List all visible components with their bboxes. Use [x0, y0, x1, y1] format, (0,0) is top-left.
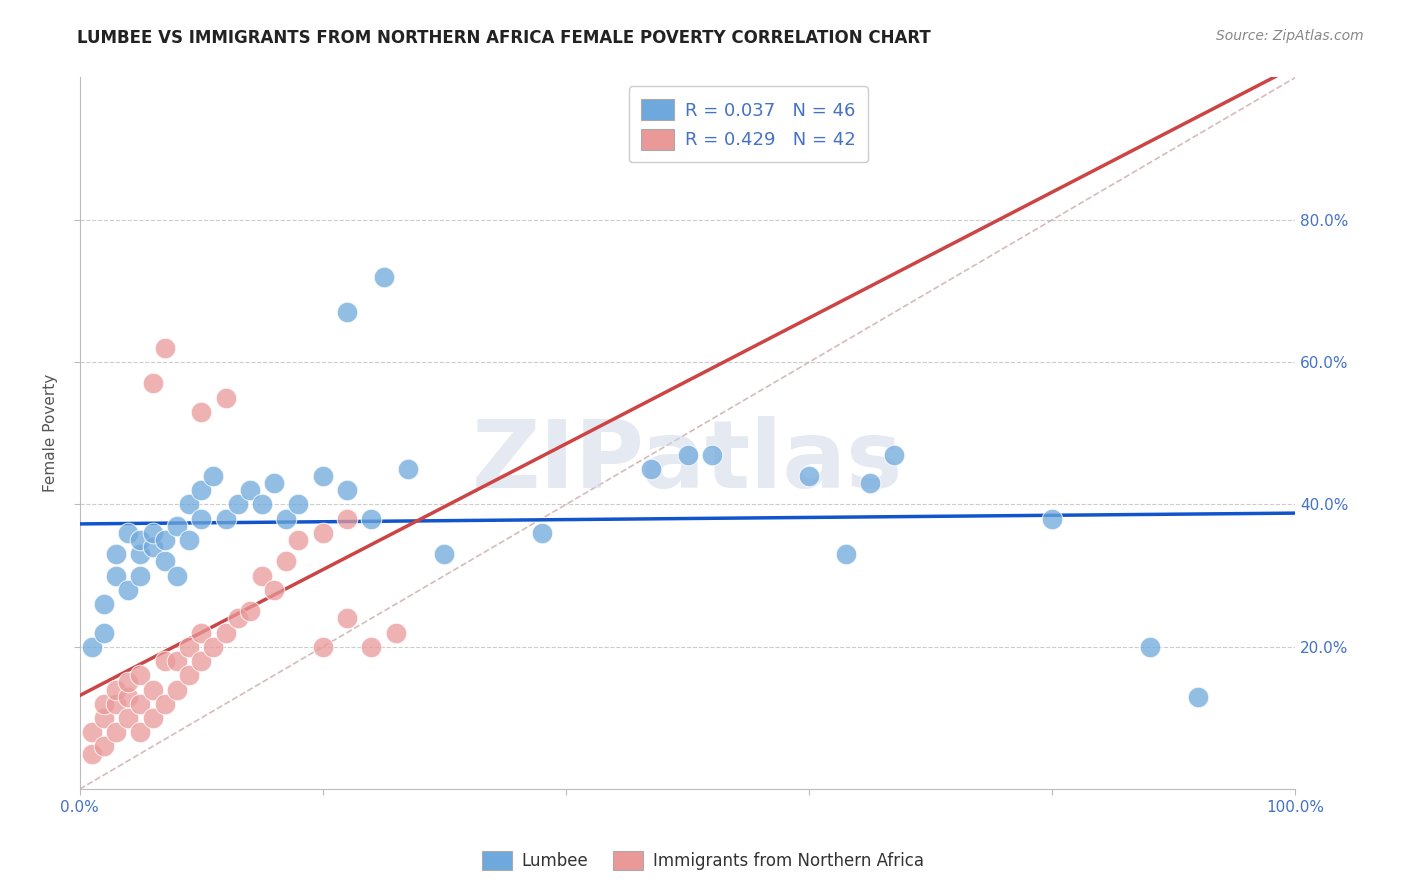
Text: Source: ZipAtlas.com: Source: ZipAtlas.com [1216, 29, 1364, 43]
Legend: Lumbee, Immigrants from Northern Africa: Lumbee, Immigrants from Northern Africa [475, 844, 931, 877]
Point [530, 525, 553, 540]
Point [105, 697, 128, 711]
Point [93, 625, 115, 640]
Point [190, 483, 212, 498]
Text: ZIPatlas: ZIPatlas [472, 416, 903, 508]
Point [117, 582, 139, 597]
Point [1040, 511, 1063, 525]
Point [177, 640, 200, 654]
Point [384, 625, 406, 640]
Y-axis label: Female Poverty: Female Poverty [44, 374, 58, 492]
Point [202, 469, 225, 483]
Point [250, 498, 273, 512]
Point [105, 568, 128, 582]
Point [153, 554, 176, 568]
Point [142, 682, 165, 697]
Point [105, 547, 128, 561]
Point [190, 625, 212, 640]
Point [129, 668, 152, 682]
Point [129, 547, 152, 561]
Point [360, 511, 382, 525]
Point [190, 405, 212, 419]
Point [797, 469, 820, 483]
Point [93, 739, 115, 754]
Point [226, 498, 249, 512]
Point [239, 604, 262, 618]
Point [129, 568, 152, 582]
Point [396, 462, 419, 476]
Legend: R = 0.037   N = 46, R = 0.429   N = 42: R = 0.037 N = 46, R = 0.429 N = 42 [628, 87, 868, 162]
Point [93, 711, 115, 725]
Point [312, 525, 335, 540]
Point [105, 725, 128, 739]
Point [93, 697, 115, 711]
Point [129, 725, 152, 739]
Point [142, 540, 165, 554]
Point [276, 511, 298, 525]
Point [142, 376, 165, 391]
Point [336, 611, 359, 625]
Point [166, 682, 188, 697]
Point [117, 675, 139, 690]
Point [166, 568, 188, 582]
Point [312, 640, 335, 654]
Point [263, 476, 285, 491]
Point [153, 533, 176, 547]
Point [93, 597, 115, 611]
Point [166, 654, 188, 668]
Point [214, 625, 236, 640]
Point [287, 533, 309, 547]
Point [129, 533, 152, 547]
Point [214, 511, 236, 525]
Point [360, 640, 382, 654]
Point [142, 525, 165, 540]
Point [190, 511, 212, 525]
Point [226, 611, 249, 625]
Point [117, 525, 139, 540]
Point [166, 518, 188, 533]
Point [153, 654, 176, 668]
Point [883, 448, 905, 462]
Point [142, 711, 165, 725]
Point [129, 697, 152, 711]
Point [676, 448, 699, 462]
Point [80, 640, 103, 654]
Point [80, 747, 103, 761]
Point [177, 668, 200, 682]
Point [834, 547, 856, 561]
Text: LUMBEE VS IMMIGRANTS FROM NORTHERN AFRICA FEMALE POVERTY CORRELATION CHART: LUMBEE VS IMMIGRANTS FROM NORTHERN AFRIC… [77, 29, 931, 46]
Point [859, 476, 882, 491]
Point [263, 582, 285, 597]
Point [177, 498, 200, 512]
Point [153, 341, 176, 355]
Point [153, 697, 176, 711]
Point [80, 725, 103, 739]
Point [276, 554, 298, 568]
Point [202, 640, 225, 654]
Point [1187, 690, 1209, 704]
Point [105, 682, 128, 697]
Point [1139, 640, 1161, 654]
Point [239, 483, 262, 498]
Point [336, 511, 359, 525]
Point [312, 469, 335, 483]
Point [250, 568, 273, 582]
Point [373, 269, 395, 284]
Point [177, 533, 200, 547]
Point [336, 305, 359, 319]
Point [433, 547, 456, 561]
Point [190, 654, 212, 668]
Point [117, 690, 139, 704]
Point [287, 498, 309, 512]
Point [640, 462, 662, 476]
Point [700, 448, 723, 462]
Point [336, 483, 359, 498]
Point [214, 391, 236, 405]
Point [117, 711, 139, 725]
